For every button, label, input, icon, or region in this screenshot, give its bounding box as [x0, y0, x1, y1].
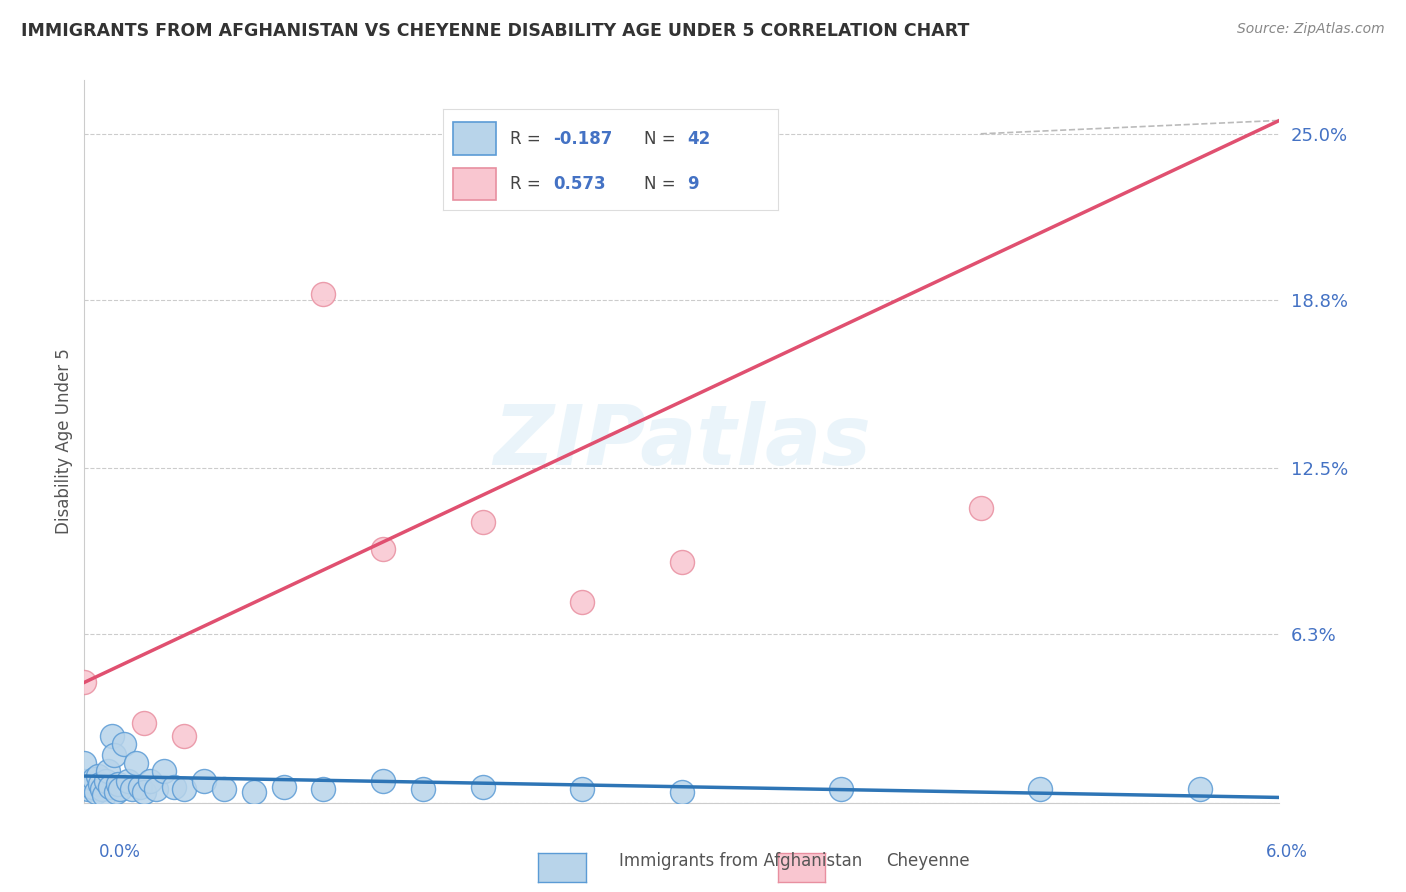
Point: [87, 769, 110, 783]
Point: [125, 756, 148, 770]
Point: [132, 715, 156, 730]
Point: [86, 785, 108, 799]
Point: [110, 782, 132, 797]
Point: [1029, 782, 1052, 797]
Point: [1188, 782, 1211, 797]
Text: Immigrants from Afghanistan: Immigrants from Afghanistan: [619, 852, 862, 870]
Point: [105, 785, 128, 799]
Point: [96, 774, 118, 789]
Point: [412, 782, 434, 797]
Text: ZIPatlas: ZIPatlas: [494, 401, 870, 482]
Text: 6.0%: 6.0%: [1265, 843, 1308, 861]
Point: [212, 782, 235, 797]
Point: [970, 501, 993, 516]
Point: [671, 785, 693, 799]
Point: [73, 756, 96, 770]
Point: [242, 785, 264, 799]
Point: [97, 764, 120, 778]
Point: [117, 774, 139, 789]
Point: [571, 595, 593, 609]
Point: [173, 729, 195, 743]
Point: [145, 782, 167, 797]
Point: [471, 515, 494, 529]
Point: [83, 772, 105, 786]
Text: 0.0%: 0.0%: [98, 843, 141, 861]
Point: [107, 777, 129, 791]
Point: [153, 764, 176, 778]
Point: [82, 780, 104, 794]
Y-axis label: Disability Age Under 5: Disability Age Under 5: [55, 349, 73, 534]
Text: Cheyenne: Cheyenne: [886, 852, 969, 870]
Text: IMMIGRANTS FROM AFGHANISTAN VS CHEYENNE DISABILITY AGE UNDER 5 CORRELATION CHART: IMMIGRANTS FROM AFGHANISTAN VS CHEYENNE …: [21, 22, 970, 40]
Point: [273, 780, 295, 794]
Point: [73, 774, 96, 789]
Point: [139, 774, 162, 789]
Point: [671, 555, 693, 569]
Point: [91, 782, 114, 797]
Point: [163, 780, 186, 794]
Point: [112, 737, 135, 751]
Point: [373, 774, 395, 789]
Point: [73, 675, 96, 690]
Point: [173, 782, 195, 797]
Point: [121, 782, 143, 797]
Point: [312, 782, 335, 797]
Point: [93, 788, 115, 802]
Point: [103, 747, 125, 762]
Point: [89, 777, 111, 791]
Point: [77, 782, 100, 797]
Text: Source: ZipAtlas.com: Source: ZipAtlas.com: [1237, 22, 1385, 37]
Point: [830, 782, 852, 797]
Point: [471, 780, 494, 794]
Point: [129, 780, 152, 794]
Point: [101, 729, 124, 743]
Point: [312, 287, 335, 301]
Point: [98, 780, 121, 794]
Point: [571, 782, 593, 797]
Point: [193, 774, 215, 789]
Point: [132, 785, 156, 799]
Point: [373, 541, 395, 556]
